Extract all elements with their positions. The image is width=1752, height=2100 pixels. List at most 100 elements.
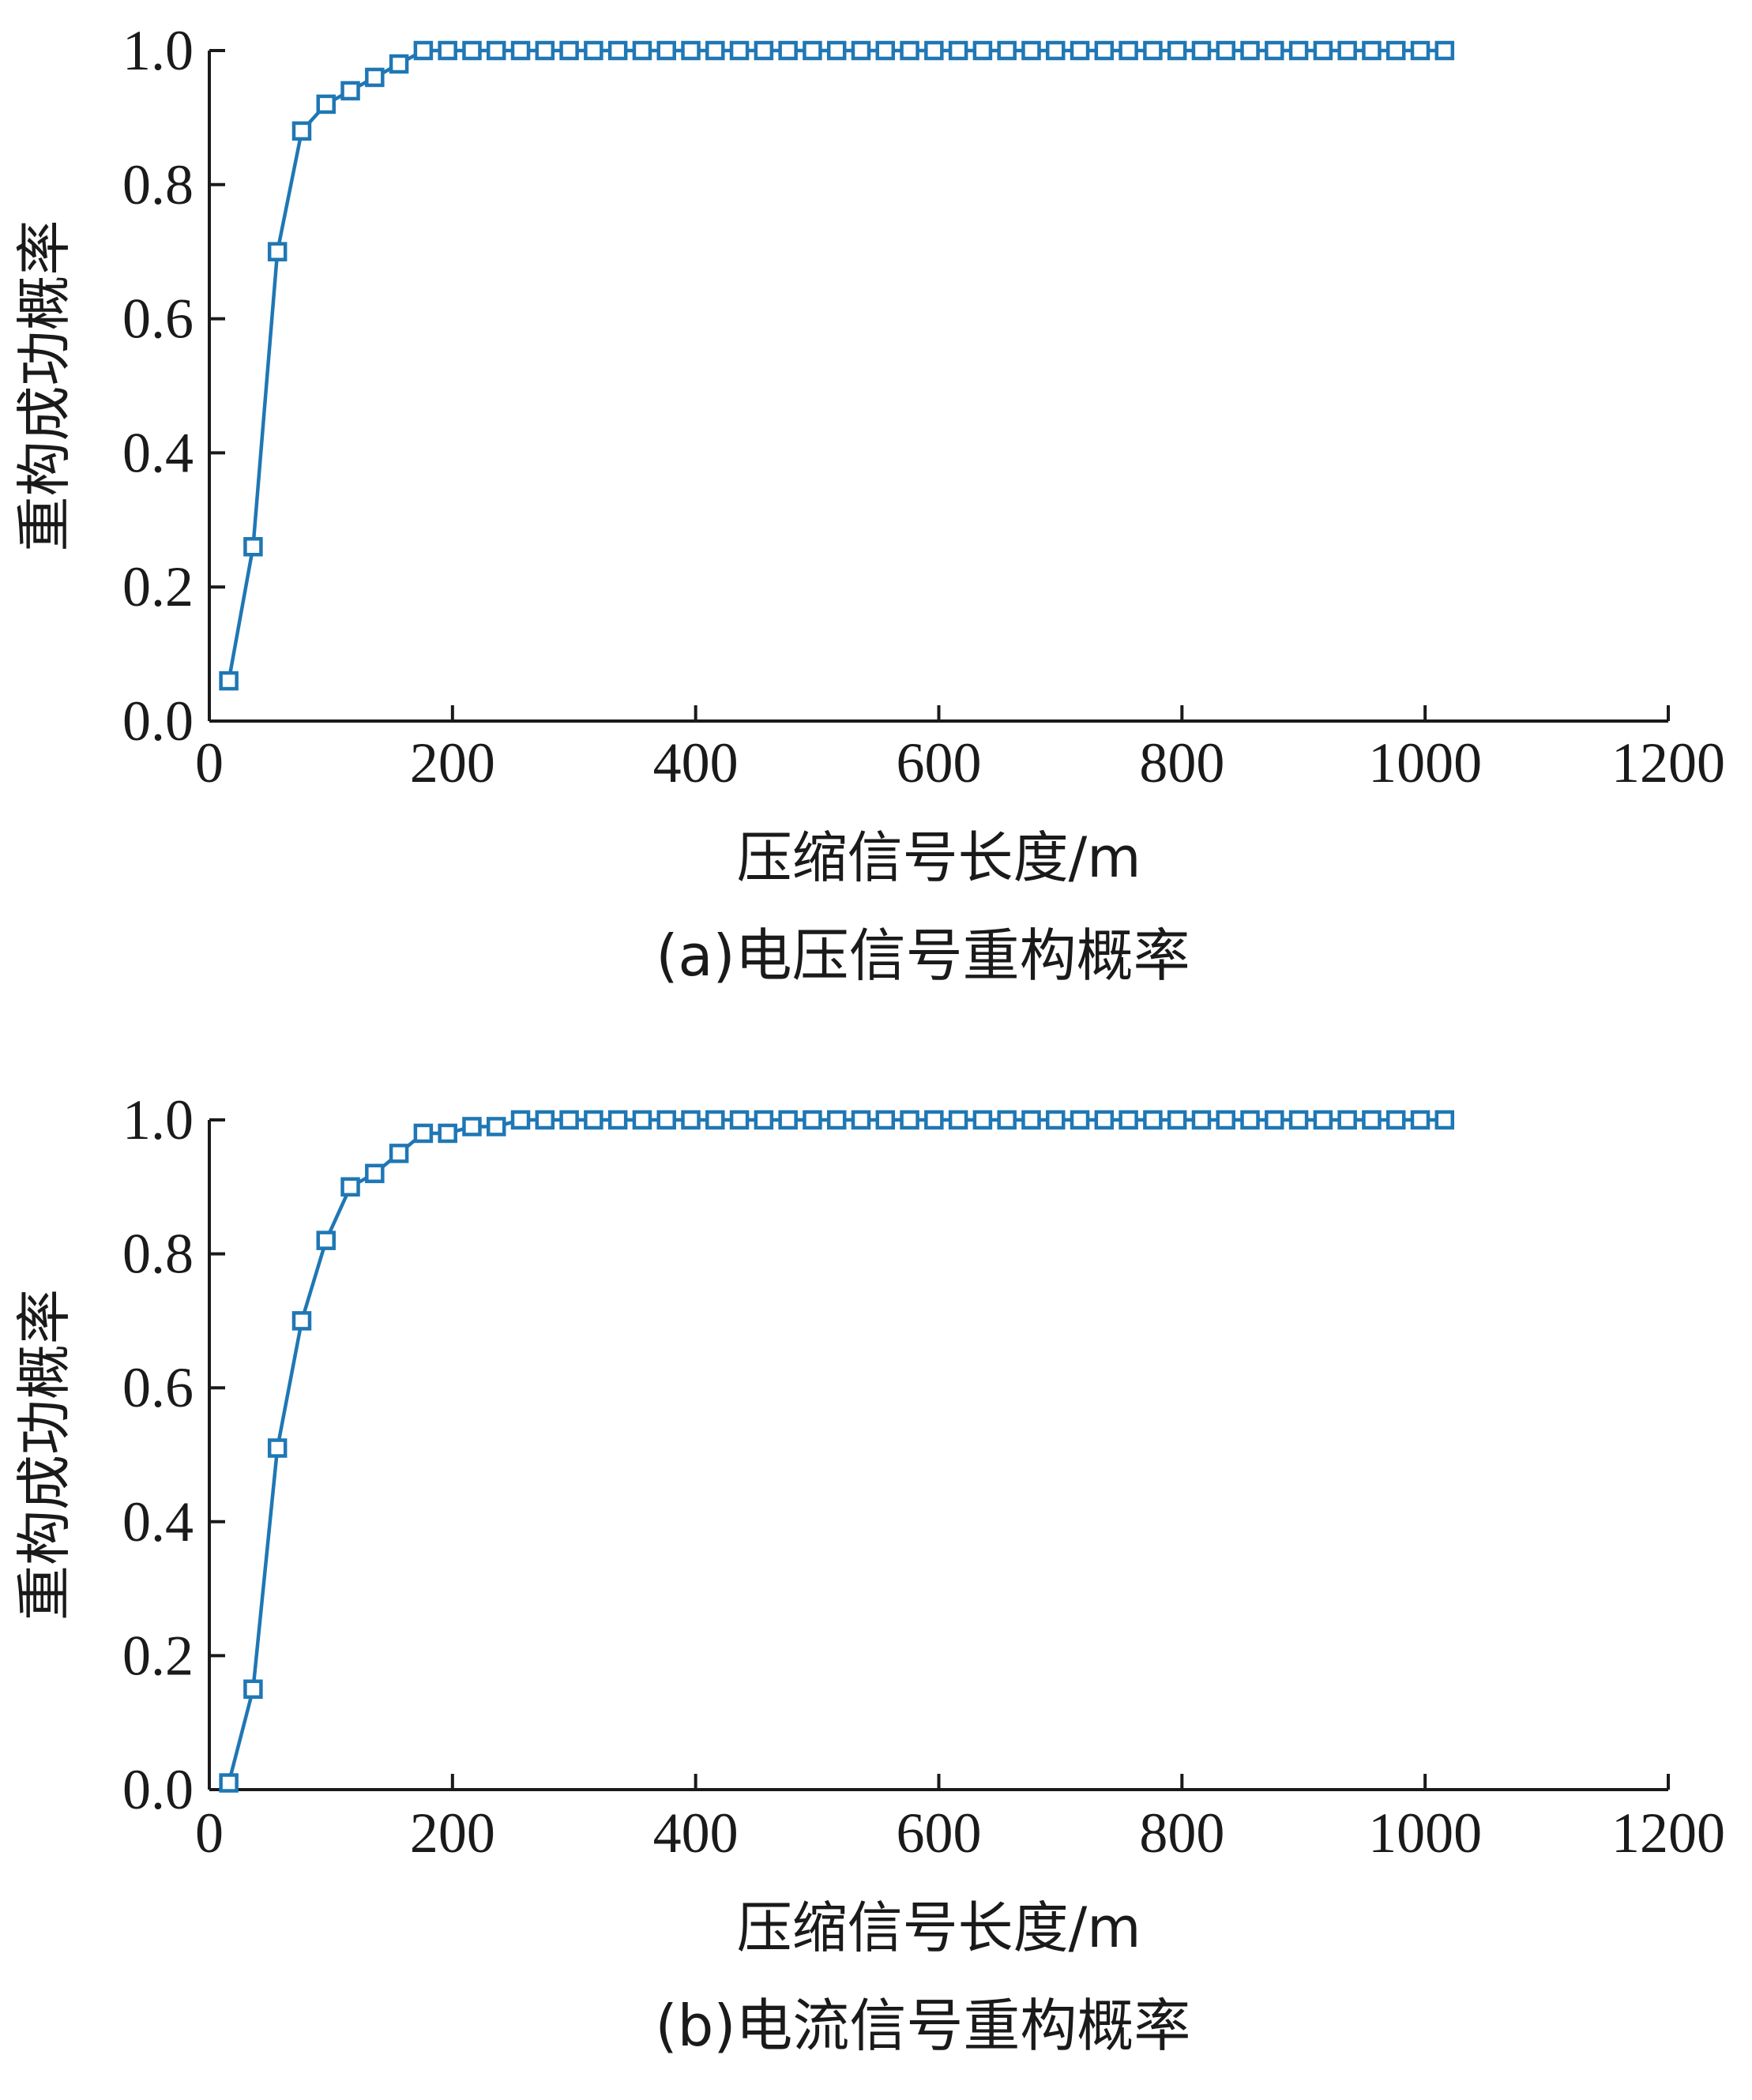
data-point-marker bbox=[632, 1110, 652, 1130]
data-point-marker bbox=[607, 1110, 628, 1130]
data-point-marker bbox=[1191, 1110, 1212, 1130]
data-point-marker bbox=[413, 1123, 434, 1144]
data-point-marker bbox=[267, 1438, 288, 1458]
data-point-marker bbox=[1021, 40, 1041, 61]
data-point-marker bbox=[632, 40, 652, 61]
y-tick-label: 1.0 bbox=[122, 19, 194, 82]
data-point-marker bbox=[1240, 40, 1260, 61]
data-point-marker bbox=[486, 1117, 506, 1136]
x-axis-title: 压缩信号长度/m bbox=[737, 825, 1141, 890]
data-point-marker bbox=[729, 40, 750, 61]
data-point-marker bbox=[510, 40, 531, 61]
data-point-marker bbox=[1094, 1110, 1115, 1130]
data-point-marker bbox=[1070, 40, 1090, 61]
data-point-marker bbox=[462, 1117, 482, 1136]
y-tick-label: 0.0 bbox=[122, 1758, 194, 1821]
data-point-marker bbox=[486, 40, 506, 61]
data-point-marker bbox=[1265, 40, 1284, 61]
data-point-marker bbox=[1216, 40, 1235, 61]
y-tick-label: 0.0 bbox=[122, 689, 194, 753]
data-point-marker bbox=[291, 1311, 312, 1331]
data-point-marker bbox=[1094, 40, 1115, 61]
data-point-marker bbox=[681, 1110, 701, 1130]
data-point-marker bbox=[803, 1110, 822, 1130]
data-point-marker bbox=[1046, 40, 1066, 61]
data-point-marker bbox=[1362, 40, 1382, 61]
data-point-marker bbox=[1118, 1110, 1138, 1130]
y-tick-label: 0.6 bbox=[122, 1356, 194, 1419]
data-point-marker bbox=[924, 1110, 944, 1130]
data-point-marker bbox=[875, 40, 896, 61]
y-tick-label: 0.2 bbox=[122, 555, 194, 618]
data-point-marker bbox=[340, 1177, 360, 1197]
data-point-marker bbox=[535, 1110, 555, 1130]
data-point-marker bbox=[584, 40, 603, 61]
data-point-marker bbox=[826, 1110, 847, 1130]
y-axis-title: 重构成功概率 bbox=[12, 220, 77, 552]
data-point-marker bbox=[243, 537, 263, 557]
data-point-marker bbox=[1046, 1110, 1066, 1130]
data-point-marker bbox=[389, 1144, 409, 1163]
data-point-marker bbox=[656, 40, 676, 61]
data-point-marker bbox=[219, 671, 239, 691]
data-point-marker bbox=[559, 1110, 579, 1130]
x-tick-label: 1000 bbox=[1368, 731, 1482, 795]
data-point-marker bbox=[535, 40, 555, 61]
data-point-marker bbox=[900, 40, 919, 61]
data-point-marker bbox=[1143, 1110, 1163, 1130]
x-tick-label: 0 bbox=[195, 731, 224, 795]
y-tick-label: 0.4 bbox=[122, 421, 194, 484]
x-tick-label: 200 bbox=[410, 731, 495, 795]
data-point-marker bbox=[972, 1110, 993, 1130]
data-point-marker bbox=[900, 1110, 919, 1130]
data-point-marker bbox=[316, 94, 336, 115]
data-point-marker bbox=[413, 40, 434, 61]
data-point-marker bbox=[705, 40, 725, 61]
data-point-marker bbox=[607, 40, 628, 61]
x-tick-label: 400 bbox=[653, 1801, 739, 1865]
chart-caption: (a)电压信号重构概率 bbox=[656, 922, 1190, 989]
data-point-marker bbox=[365, 67, 385, 88]
x-tick-label: 1200 bbox=[1611, 1801, 1725, 1865]
data-point-marker bbox=[510, 1110, 531, 1130]
y-tick-label: 0.2 bbox=[122, 1624, 194, 1687]
data-point-marker bbox=[584, 1110, 603, 1130]
data-point-marker bbox=[1313, 40, 1333, 61]
data-point-marker bbox=[219, 1773, 239, 1793]
y-tick-label: 1.0 bbox=[122, 1088, 194, 1151]
data-point-marker bbox=[1434, 40, 1455, 61]
data-point-marker bbox=[656, 1110, 676, 1130]
data-point-marker bbox=[1337, 40, 1357, 61]
x-tick-label: 800 bbox=[1139, 731, 1224, 795]
data-point-marker bbox=[438, 1123, 457, 1144]
data-point-marker bbox=[1265, 1110, 1284, 1130]
data-point-marker bbox=[705, 1110, 725, 1130]
x-tick-label: 600 bbox=[897, 1801, 982, 1865]
data-point-marker bbox=[1385, 40, 1406, 61]
y-axis-title: 重构成功概率 bbox=[12, 1289, 77, 1621]
data-point-marker bbox=[1167, 1110, 1187, 1130]
data-point-marker bbox=[243, 1679, 263, 1700]
data-point-marker bbox=[1313, 1110, 1333, 1130]
data-point-marker bbox=[365, 1163, 385, 1184]
data-point-marker bbox=[1143, 40, 1163, 61]
data-point-marker bbox=[754, 40, 774, 61]
x-tick-label: 0 bbox=[195, 1801, 224, 1865]
data-point-marker bbox=[948, 40, 968, 61]
data-point-marker bbox=[316, 1230, 336, 1250]
data-point-marker bbox=[1362, 1110, 1382, 1130]
data-point-marker bbox=[997, 40, 1017, 61]
data-point-marker bbox=[1191, 40, 1212, 61]
data-point-marker bbox=[1070, 1110, 1090, 1130]
chart-panel-a: 0.0 0.2 0.4 0.6 0.8 1.0 0 200 400 600 800 1000 1200 压… bbox=[12, 19, 1725, 989]
series-line bbox=[227, 1118, 1445, 1784]
x-tick-label: 600 bbox=[897, 731, 982, 795]
y-tick-label: 0.6 bbox=[122, 287, 194, 351]
data-point-marker bbox=[1434, 1110, 1455, 1130]
x-tick-label: 200 bbox=[410, 1801, 495, 1865]
data-point-marker bbox=[778, 1110, 798, 1130]
data-point-marker bbox=[1021, 1110, 1041, 1130]
chart-caption: (b)电流信号重构概率 bbox=[656, 1993, 1191, 2059]
x-tick-label: 1200 bbox=[1611, 731, 1725, 795]
